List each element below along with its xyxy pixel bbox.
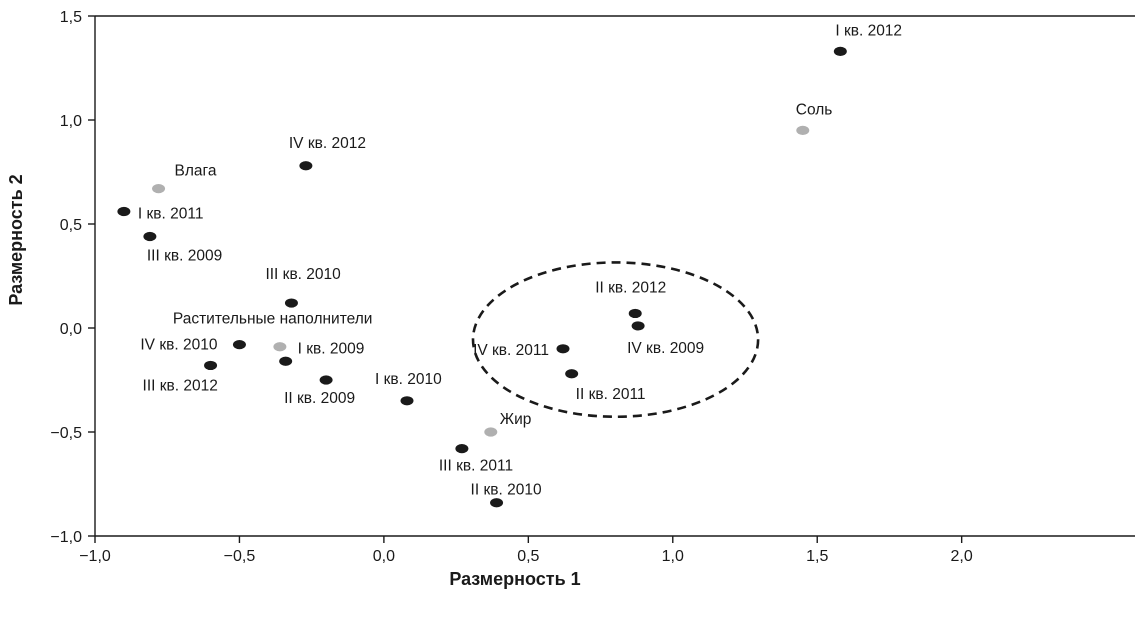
point-label: Жир [500,411,532,428]
x-tick-label: −1,0 [79,548,111,565]
x-tick-label: 2,0 [951,548,973,565]
point-label: II кв. 2009 [284,390,355,407]
attribute-point [484,427,498,437]
cluster-ellipse [471,261,760,419]
y-tick-label: −1,0 [50,529,82,546]
point-label: I кв. 2011 [138,206,204,223]
period-point [833,46,847,56]
period-point [143,231,157,242]
point-label: II кв. 2011 [576,386,646,403]
x-tick-label: 1,5 [806,548,828,565]
x-ticks: −1,0 −0,5 0,0 0,5 1,0 1,5 2,0 [79,536,973,565]
y-tick-label: 0,5 [60,217,82,234]
x-axis-title: Размерность 1 [449,569,580,589]
point-label: II кв. 2012 [595,279,666,296]
x-tick-label: 0,5 [517,548,539,565]
period-point [628,308,642,319]
data-points [117,46,847,508]
period-point [565,369,579,379]
attribute-point [796,125,810,135]
y-tick-label: 1,0 [60,113,82,130]
y-tick-label: −0,5 [50,425,82,442]
period-point [400,396,414,406]
point-label: IV кв. 2012 [289,135,366,152]
point-label: III кв. 2009 [147,247,222,264]
point-label: IV кв. 2009 [627,340,704,357]
period-point [204,360,218,371]
y-ticks: −1,0 −0,5 0,0 0,5 1,0 1,5 [50,9,95,546]
period-point [299,161,313,171]
attribute-point [273,342,287,352]
period-point [490,498,504,508]
point-label: II кв. 2010 [471,482,542,499]
point-label: III кв. 2011 [439,458,513,475]
point-labels: I кв. 2012 IV кв. 2012 I кв. 2011 III кв. 2… [138,22,902,498]
point-label: III кв. 2012 [143,377,218,394]
axes [94,15,1135,537]
period-point [556,344,570,354]
point-label: IV кв. 2010 [140,337,217,354]
point-label: I кв. 2009 [298,340,365,357]
point-label: I кв. 2010 [375,371,442,388]
x-tick-label: 1,0 [662,548,684,565]
period-point [279,356,293,366]
period-point [232,340,246,350]
x-tick-label: 0,0 [373,548,395,565]
point-label: I кв. 2012 [835,22,902,39]
y-axis-title: Размерность 2 [6,174,26,305]
point-label: IV кв. 2011 [473,342,549,359]
period-point [631,321,645,331]
period-point [319,375,333,385]
point-label: Растительные наполнители [173,311,373,328]
attribute-point [152,184,166,194]
y-tick-label: 1,5 [60,9,82,26]
period-point [284,298,298,308]
y-tick-label: 0,0 [60,321,82,338]
annotations [471,261,760,419]
point-label: Влага [175,163,217,180]
point-label: Соль [796,101,833,118]
x-tick-label: −0,5 [224,548,256,565]
period-point [455,444,469,454]
point-label: III кв. 2010 [265,266,341,283]
period-point [117,206,131,217]
